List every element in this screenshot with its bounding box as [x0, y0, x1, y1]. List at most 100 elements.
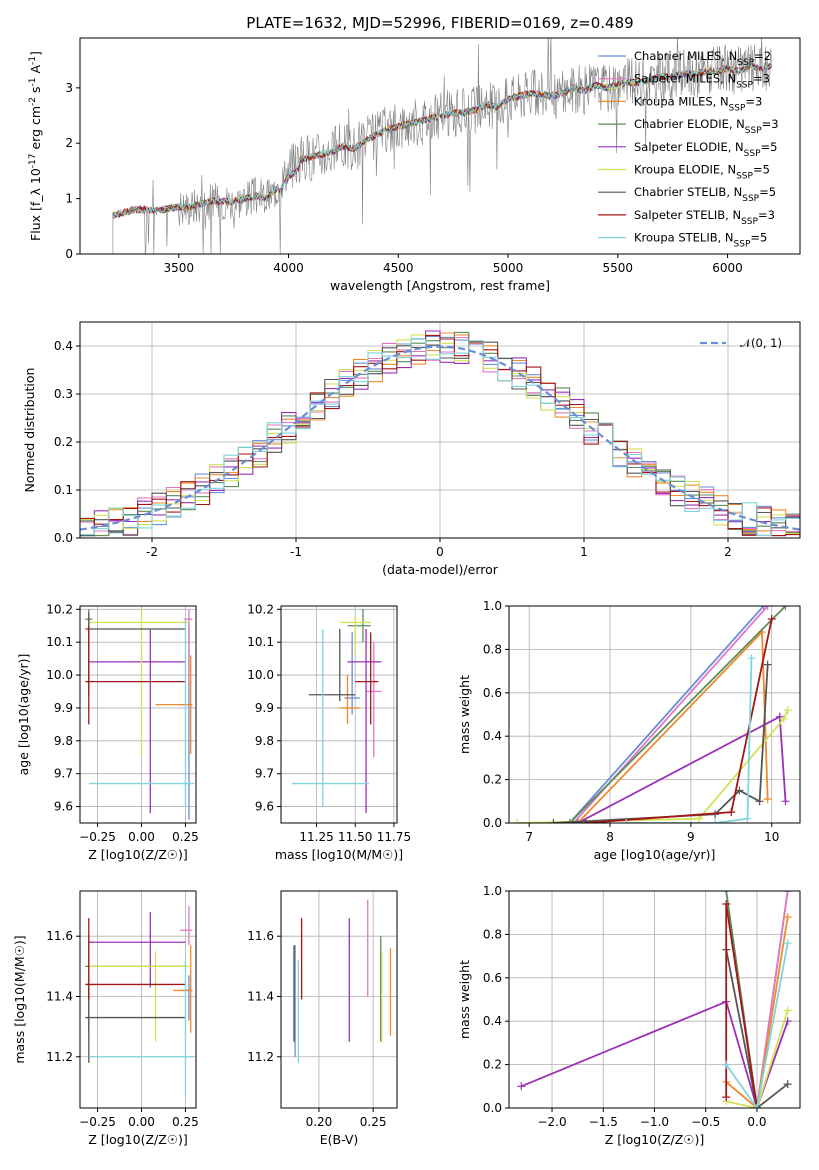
errorbar-point [180, 906, 193, 946]
plot-area [509, 891, 800, 1108]
legend-entry: Chabrier MILES, NSSP=2 [634, 49, 771, 68]
weight-marker [722, 900, 731, 909]
axes-frame [79, 605, 197, 824]
y-axis-label: Flux [f_λ 10-17 erg cm-2 s-1 A-1] [28, 51, 43, 241]
x-tick-label: 5000 [493, 261, 524, 275]
errorbar-point [85, 625, 186, 725]
y-axis-label: age [log10(age/yr)] [16, 654, 31, 776]
weight-marker [763, 660, 772, 669]
x-axis-label: E(B-V) [320, 1132, 359, 1147]
model-spectrum-kroupa-stelib [112, 62, 772, 219]
x-tick-label: 0 [436, 545, 444, 559]
weight-marker [565, 819, 574, 823]
y-tick-label: 11.2 [247, 1050, 274, 1064]
histogram-chabrier-stelib [80, 341, 800, 537]
x-tick-label: 1 [580, 545, 588, 559]
y-tick-label: 11.2 [46, 1050, 73, 1064]
axes-frame [280, 605, 398, 824]
y-tick-label: 3 [65, 81, 73, 95]
legend-entry: Salpeter MILES, NSSP=3 [634, 72, 770, 91]
y-tick-label: 9.7 [54, 767, 73, 781]
panel-age-vs-Z: −0.25 0.00 0.25 9.6 9.7 9.8 9.9 10.0 10.1 10.2 Z [… [16, 602, 199, 862]
x-tick-label: 4000 [273, 261, 304, 275]
errorbar-point [85, 918, 186, 1000]
x-tick-label: 11.75 [377, 830, 411, 844]
y-tick-label: 11.6 [46, 929, 73, 943]
y-tick-label: 10.2 [247, 602, 274, 616]
y-tick-label: 9.6 [54, 800, 73, 814]
errorbar-point [347, 609, 371, 643]
weight-marker [752, 1104, 761, 1108]
y-tick-label: 0.1 [54, 483, 73, 497]
errorbar-point [88, 912, 186, 988]
x-tick-label: 5500 [603, 261, 634, 275]
legend-entry: Kroupa ELODIE, NSSP=5 [634, 163, 770, 182]
y-tick-label: 0.2 [483, 1058, 502, 1072]
y-tick-label: 0.3 [54, 387, 73, 401]
weight-marker [783, 706, 792, 715]
axes-frame [280, 890, 398, 1109]
x-tick-label: 11.25 [299, 830, 333, 844]
plot-area [80, 891, 196, 1108]
legend-entry: Salpeter ELODIE, NSSP=5 [634, 140, 777, 159]
x-tick-label: −2.0 [537, 1115, 566, 1129]
x-tick-label: 0.25 [172, 830, 199, 844]
weight-marker [781, 797, 790, 806]
legend-entry: Kroupa MILES, NSSP=3 [634, 94, 762, 113]
weight-marker [783, 891, 792, 895]
panel-residuals: -2 -1 0 1 2 0.0 0.1 0.2 0.3 0.4 (data-model)/error… [22, 321, 801, 577]
y-tick-label: 9.6 [255, 800, 274, 814]
plot-area [509, 606, 800, 823]
x-tick-label: 0.25 [360, 1115, 387, 1129]
panel-mass-vs-Z: −0.25 0.00 0.25 11.2 11.4 11.6 Z [log10(Z/Z☉)]… [12, 890, 199, 1147]
weight-marker [711, 819, 720, 823]
weight-marker [722, 1060, 731, 1069]
weight-marker [743, 814, 752, 823]
x-tick-label: 0.20 [306, 1115, 333, 1129]
weight-marker [513, 819, 522, 823]
errorbar-point [88, 951, 191, 1042]
x-axis-label: mass [log10(M/M☉)] [275, 847, 403, 862]
x-tick-label: 2 [724, 545, 732, 559]
weight-marker [767, 615, 776, 624]
x-tick-label: 3500 [164, 261, 195, 275]
weight-marker [783, 939, 792, 948]
errorbar-point [339, 675, 360, 725]
errorbar-point [291, 629, 370, 807]
figure-title: PLATE=1632, MJD=52996, FIBERID=0169, z=0… [246, 14, 633, 32]
y-tick-label: 0.8 [483, 927, 502, 941]
x-tick-label: 11.50 [338, 830, 372, 844]
weight-line-salpeter-elodie [520, 1000, 789, 1108]
y-axis-label: Normed distribution [22, 368, 37, 493]
weight-marker [783, 913, 792, 922]
y-tick-label: 10.1 [46, 635, 73, 649]
x-tick-label: 6000 [712, 261, 743, 275]
errorbar-point [339, 615, 371, 656]
weight-line-chabrier-miles [568, 606, 765, 823]
y-tick-label: 0.0 [483, 816, 502, 830]
weight-marker [755, 797, 764, 806]
y-tick-label: 0.0 [483, 1101, 502, 1115]
y-tick-label: 11.4 [247, 989, 274, 1003]
x-axis-label: Z [log10(Z/Z☉)] [605, 1132, 705, 1147]
weight-line-kroupa-stelib [725, 942, 789, 1108]
x-tick-label: -1 [290, 545, 302, 559]
x-tick-label: -2 [146, 545, 158, 559]
errorbar-point [88, 619, 195, 807]
weight-marker [747, 654, 756, 663]
weight-line-kroupa-miles [725, 916, 789, 1108]
plot-area [112, 38, 772, 254]
weight-marker [722, 1093, 731, 1102]
weight-marker [569, 819, 578, 823]
weight-marker [775, 712, 784, 721]
y-tick-label: 0 [65, 247, 73, 261]
errorbar-point [347, 629, 382, 814]
y-tick-label: 1.0 [483, 599, 502, 613]
y-tick-label: 0.4 [483, 1014, 502, 1028]
x-axis-label: wavelength [Angstrom, rest frame] [330, 278, 550, 293]
y-tick-label: 9.9 [54, 701, 73, 715]
y-tick-label: 10.1 [247, 635, 274, 649]
legend-entry: Kroupa STELIB, NSSP=5 [634, 231, 767, 250]
axes-frame [508, 605, 801, 824]
